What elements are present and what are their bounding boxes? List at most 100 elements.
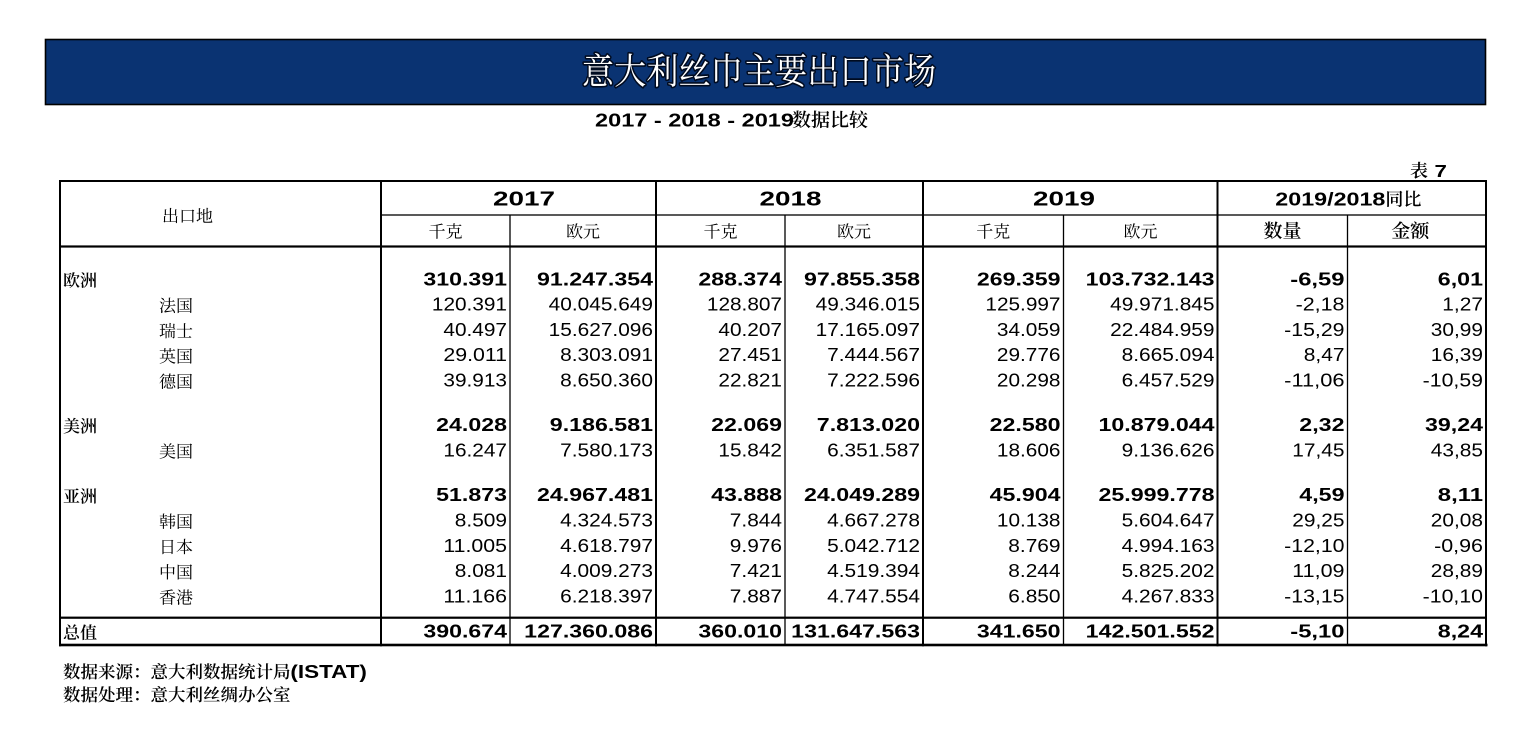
svg-text:25.999.778: 25.999.778	[1099, 485, 1215, 505]
svg-text:5.042.712: 5.042.712	[827, 536, 920, 556]
svg-text:-13,15: -13,15	[1284, 586, 1344, 606]
svg-text:49.971.845: 49.971.845	[1110, 295, 1214, 315]
svg-text:7.887: 7.887	[730, 586, 782, 606]
svg-text:24.967.481: 24.967.481	[537, 485, 653, 505]
svg-text:-2,18: -2,18	[1296, 295, 1345, 315]
svg-text:7.421: 7.421	[730, 561, 782, 581]
svg-text:16.247: 16.247	[443, 440, 507, 460]
svg-text:10.879.044: 10.879.044	[1099, 415, 1215, 435]
svg-text:6.457.529: 6.457.529	[1122, 371, 1215, 391]
svg-text:4.994.163: 4.994.163	[1122, 536, 1215, 556]
svg-text:8,24: 8,24	[1438, 622, 1483, 642]
svg-text:16,39: 16,39	[1431, 345, 1483, 365]
svg-text:17,45: 17,45	[1292, 440, 1344, 460]
svg-text:20.298: 20.298	[997, 371, 1061, 391]
svg-text:7.813.020: 7.813.020	[817, 415, 920, 435]
svg-text:24.049.289: 24.049.289	[804, 485, 920, 505]
svg-text:8,11: 8,11	[1438, 485, 1483, 505]
svg-text:22.484.959: 22.484.959	[1110, 320, 1214, 340]
svg-text:128.807: 128.807	[707, 295, 782, 315]
svg-text:22.821: 22.821	[718, 371, 782, 391]
svg-text:18.606: 18.606	[997, 440, 1061, 460]
svg-text:97.855.358: 97.855.358	[804, 269, 920, 289]
svg-text:2019: 2019	[1033, 189, 1095, 211]
svg-text:-12,10: -12,10	[1284, 536, 1344, 556]
svg-text:8.665.094: 8.665.094	[1122, 345, 1215, 365]
svg-text:4.267.833: 4.267.833	[1122, 586, 1215, 606]
svg-text:7.222.596: 7.222.596	[827, 371, 920, 391]
svg-text:45.904: 45.904	[990, 485, 1061, 505]
svg-text:22.580: 22.580	[990, 415, 1061, 435]
svg-text:1,27: 1,27	[1442, 295, 1483, 315]
svg-text:7.444.567: 7.444.567	[827, 345, 920, 365]
svg-text:4.009.273: 4.009.273	[560, 561, 653, 581]
svg-text:103.732.143: 103.732.143	[1086, 269, 1215, 289]
svg-text:9.136.626: 9.136.626	[1122, 440, 1215, 460]
svg-text:2018: 2018	[760, 189, 822, 211]
svg-text:-10,59: -10,59	[1423, 371, 1483, 391]
svg-text:-6,59: -6,59	[1290, 269, 1344, 289]
svg-text:22.069: 22.069	[711, 415, 782, 435]
svg-text:39.913: 39.913	[443, 371, 507, 391]
svg-text:5.604.647: 5.604.647	[1122, 511, 1215, 531]
svg-text:341.650: 341.650	[977, 622, 1061, 642]
svg-text:11,09: 11,09	[1292, 561, 1344, 581]
svg-text:4.324.573: 4.324.573	[560, 511, 653, 531]
svg-text:20,08: 20,08	[1431, 511, 1483, 531]
svg-text:43,85: 43,85	[1431, 440, 1483, 460]
svg-text:8.650.360: 8.650.360	[560, 371, 653, 391]
svg-text:40.497: 40.497	[443, 320, 507, 340]
svg-text:-15,29: -15,29	[1284, 320, 1344, 340]
svg-text:29,25: 29,25	[1292, 511, 1344, 531]
svg-text:142.501.552: 142.501.552	[1086, 622, 1215, 642]
svg-text:9.186.581: 9.186.581	[550, 415, 653, 435]
svg-text:40.045.649: 40.045.649	[549, 295, 653, 315]
svg-text:15.842: 15.842	[718, 440, 782, 460]
svg-text:7: 7	[1435, 161, 1447, 181]
svg-text:24.028: 24.028	[436, 415, 507, 435]
svg-text:2017 - 2018 - 2019: 2017 - 2018 - 2019	[595, 111, 794, 131]
svg-text:30,99: 30,99	[1431, 320, 1483, 340]
svg-text:8.303.091: 8.303.091	[560, 345, 653, 365]
svg-text:6.218.397: 6.218.397	[560, 586, 653, 606]
svg-text:-11,06: -11,06	[1284, 371, 1344, 391]
svg-text:49.346.015: 49.346.015	[816, 295, 920, 315]
svg-text:288.374: 288.374	[698, 269, 782, 289]
svg-text:40.207: 40.207	[718, 320, 782, 340]
svg-text:51.873: 51.873	[436, 485, 507, 505]
svg-text:2,32: 2,32	[1299, 415, 1344, 435]
svg-text:7.580.173: 7.580.173	[560, 440, 653, 460]
svg-text:8.081: 8.081	[455, 561, 507, 581]
svg-text:8,47: 8,47	[1304, 345, 1345, 365]
svg-text:131.647.563: 131.647.563	[791, 622, 920, 642]
svg-text:6.351.587: 6.351.587	[827, 440, 920, 460]
svg-text:6.850: 6.850	[1008, 586, 1060, 606]
svg-text:4.747.554: 4.747.554	[827, 586, 920, 606]
svg-text:4.519.394: 4.519.394	[827, 561, 920, 581]
svg-text:-0,96: -0,96	[1434, 536, 1483, 556]
svg-text:43.888: 43.888	[711, 485, 782, 505]
svg-text:29.776: 29.776	[997, 345, 1061, 365]
svg-text:125.997: 125.997	[985, 295, 1060, 315]
svg-text:390.674: 390.674	[423, 622, 507, 642]
svg-text:9.976: 9.976	[730, 536, 782, 556]
svg-text:4,59: 4,59	[1299, 485, 1344, 505]
svg-text:34.059: 34.059	[997, 320, 1061, 340]
svg-text:15.627.096: 15.627.096	[549, 320, 653, 340]
svg-text:11.166: 11.166	[443, 586, 507, 606]
svg-text:91.247.354: 91.247.354	[537, 269, 653, 289]
svg-text:8.244: 8.244	[1008, 561, 1060, 581]
svg-text:5.825.202: 5.825.202	[1122, 561, 1215, 581]
svg-text:2017: 2017	[493, 189, 555, 211]
svg-text:4.667.278: 4.667.278	[827, 511, 920, 531]
svg-text:27.451: 27.451	[718, 345, 782, 365]
svg-text:360.010: 360.010	[698, 622, 782, 642]
svg-text:28,89: 28,89	[1431, 561, 1483, 581]
svg-text:17.165.097: 17.165.097	[816, 320, 920, 340]
svg-text:2019/2018: 2019/2018	[1275, 190, 1385, 210]
svg-text:29.011: 29.011	[443, 345, 507, 365]
svg-text:10.138: 10.138	[997, 511, 1061, 531]
svg-text:-10,10: -10,10	[1423, 586, 1483, 606]
svg-text:8.769: 8.769	[1008, 536, 1060, 556]
svg-text:11.005: 11.005	[443, 536, 507, 556]
